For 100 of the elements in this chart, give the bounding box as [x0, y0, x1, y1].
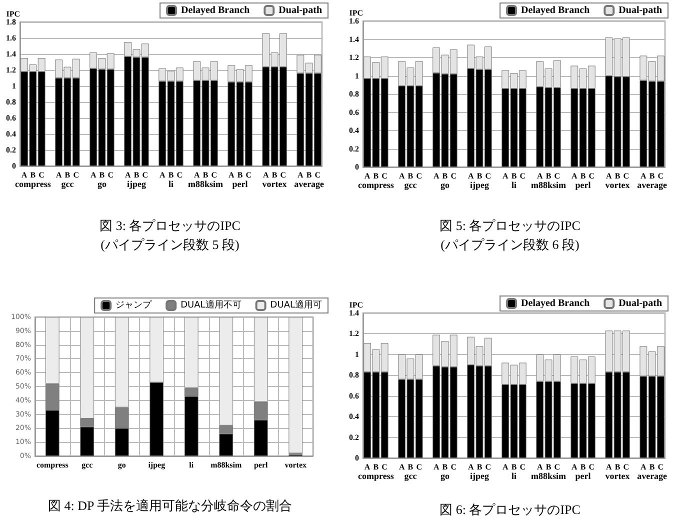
- x-tick-label: B: [408, 462, 414, 472]
- text: 図 4: DP 手法を適用可能な分岐命令の割合: [48, 498, 292, 513]
- text: gcc: [404, 180, 417, 190]
- x-tick-label: C: [623, 462, 630, 472]
- x-tick-label: A: [572, 172, 578, 180]
- x-tick-label: C: [176, 170, 183, 180]
- y-tick-label: 0.4: [6, 130, 16, 138]
- x-tick-label: A: [536, 172, 543, 180]
- text: 図 5: 各プロセッサのIPC: [440, 218, 580, 233]
- x-tick-label: m88ksim: [210, 460, 242, 470]
- x-tick-label: C: [658, 462, 664, 472]
- text: m88ksim: [531, 180, 567, 190]
- x-tick-label: li: [189, 460, 194, 470]
- x-tick-label: C: [211, 170, 218, 180]
- x-tick-label: A: [468, 172, 474, 180]
- legend-label: Delayed Branch: [521, 5, 590, 16]
- y-tick-label: 0.2: [349, 432, 359, 442]
- x-tick-label: B: [580, 172, 586, 180]
- legend-label: DUAL適用不可: [180, 300, 242, 310]
- y-tick-label: 1.2: [349, 329, 359, 338]
- y-tick-label: 1: [12, 82, 16, 90]
- y-tick-label: 1.4: [6, 50, 16, 58]
- y-tick-label: 0: [355, 162, 359, 172]
- x-tick-label: B: [373, 172, 380, 180]
- text: average: [637, 180, 668, 190]
- x-tick-label: C: [416, 172, 422, 180]
- y-tick-label: 0: [12, 162, 16, 170]
- x-tick-label: A: [536, 462, 543, 472]
- x-tick-label: perl: [254, 460, 269, 470]
- y-tick-label: 0.8: [6, 98, 16, 106]
- x-tick-label: A: [502, 462, 508, 472]
- x-tick-label: B: [476, 462, 483, 472]
- legend-label: DUAL適用可: [270, 300, 322, 310]
- x-tick-label: A: [56, 170, 62, 180]
- text: vortex: [605, 180, 630, 190]
- x-tick-label: A: [398, 462, 405, 472]
- text: compress: [358, 180, 394, 190]
- y-tick-label: 0.8: [349, 370, 359, 380]
- x-tick-label: A: [90, 170, 96, 180]
- x-tick-label: C: [38, 170, 45, 180]
- x-tick-label: A: [124, 170, 131, 180]
- x-tick-label: compress: [36, 460, 68, 470]
- x-tick-label: B: [580, 462, 586, 472]
- text: perl: [575, 471, 592, 481]
- y-tick-label: 1.4: [349, 308, 359, 318]
- text: 図 3: 各プロセッサのIPC: [100, 218, 240, 233]
- x-tick-label: go: [118, 460, 126, 470]
- x-tick-label: B: [614, 462, 621, 472]
- x-tick-label: B: [476, 172, 483, 180]
- x-tick-label: B: [649, 172, 656, 180]
- x-tick-label: B: [408, 172, 414, 180]
- x-tick-label: A: [433, 462, 440, 472]
- x-tick-label: C: [658, 172, 664, 180]
- text: ijpeg: [126, 179, 146, 189]
- y-tick-label: 1: [355, 350, 359, 359]
- x-tick-label: C: [314, 170, 321, 180]
- y-tick-label: 0.2: [6, 146, 16, 154]
- x-tick-label: B: [237, 170, 244, 180]
- x-tick-label: C: [382, 462, 388, 472]
- text: vortex: [605, 471, 630, 481]
- x-tick-label: A: [194, 170, 200, 180]
- x-tick-label: B: [511, 172, 518, 180]
- y-tick-label: 0.6: [6, 114, 16, 122]
- x-tick-label: B: [649, 462, 656, 472]
- y-tick-label: 1: [355, 71, 359, 80]
- x-tick-label: A: [364, 462, 370, 472]
- y-tick-label: 0.4: [349, 412, 359, 422]
- x-tick-label: B: [546, 462, 552, 472]
- y-tick-label: 1.8: [6, 18, 16, 26]
- legend-label: Dual-path: [618, 298, 662, 309]
- x-tick-label: C: [588, 462, 595, 472]
- x-tick-label: A: [228, 170, 235, 180]
- x-tick-label: B: [546, 172, 552, 180]
- x-tick-label: A: [606, 172, 612, 180]
- x-tick-label: C: [520, 462, 526, 472]
- x-tick-label: gcc: [82, 460, 94, 470]
- x-tick-label: C: [108, 170, 114, 180]
- text: ijpeg: [470, 471, 490, 481]
- x-tick-label: B: [168, 170, 174, 180]
- legend-label: Delayed Branch: [181, 5, 250, 16]
- text: compress: [15, 179, 52, 189]
- text: gcc: [404, 471, 417, 481]
- text: li: [511, 471, 517, 481]
- text: ijpeg: [470, 180, 490, 190]
- y-tick-label: 0.6: [349, 108, 359, 117]
- x-tick-label: B: [442, 462, 448, 472]
- x-tick-label: B: [614, 172, 621, 180]
- x-tick-label: A: [640, 462, 647, 472]
- text: (パイプライン段数 5 段): [100, 237, 240, 252]
- text: li: [168, 179, 174, 189]
- y-tick-label: 0.8: [349, 90, 359, 98]
- x-tick-label: A: [433, 172, 440, 180]
- text: li: [511, 180, 517, 190]
- x-tick-label: C: [450, 172, 457, 180]
- x-tick-label: B: [272, 170, 278, 180]
- y-axis-title: IPC: [349, 300, 364, 310]
- x-tick-label: A: [298, 170, 304, 180]
- x-tick-label: C: [623, 172, 630, 180]
- y-tick-label: 1.6: [6, 34, 16, 42]
- x-tick-label: B: [511, 462, 518, 472]
